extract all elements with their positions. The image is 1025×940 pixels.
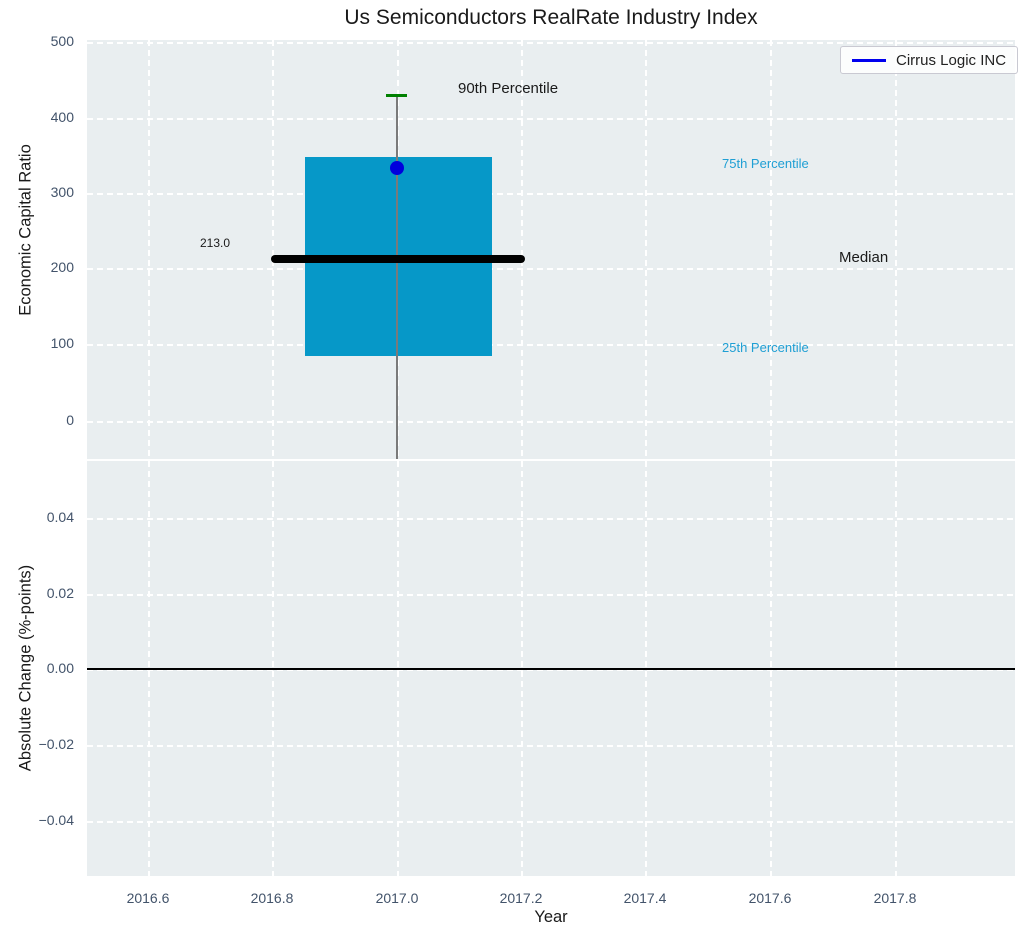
ytick-label: 0.00 (46, 660, 74, 676)
ytick-label: 0.02 (46, 585, 74, 601)
xtick-label: 2016.8 (250, 890, 294, 906)
xtick-label: 2017.8 (873, 890, 917, 906)
ytick-label: −0.02 (38, 736, 74, 752)
gridline-horizontal (87, 193, 1015, 195)
p90-annotation: 90th Percentile (458, 80, 559, 97)
gridline-horizontal (87, 344, 1015, 346)
median-value-annotation: 213.0 (200, 236, 231, 250)
gridline-horizontal (87, 594, 1015, 596)
gridline-horizontal (87, 118, 1015, 120)
xtick-label: 2017.4 (623, 890, 667, 906)
ytick-label: 500 (50, 33, 74, 49)
p25-annotation: 25th Percentile (722, 340, 809, 355)
chart-title: Us Semiconductors RealRate Industry Inde… (344, 6, 758, 29)
top-y-axis-label: Economic Capital Ratio (16, 144, 35, 316)
xtick-label: 2016.6 (126, 890, 170, 906)
ytick-label: 100 (50, 335, 74, 351)
xtick-label: 2017.0 (375, 890, 419, 906)
ytick-label: 300 (50, 184, 74, 200)
ytick-label: 0 (66, 412, 74, 428)
legend-line-swatch (852, 58, 886, 62)
ytick-label: −0.04 (38, 812, 74, 828)
gridline-vertical (521, 40, 523, 459)
gridline-vertical (148, 40, 150, 459)
zero-line (87, 668, 1015, 670)
x-axis-label: Year (534, 908, 568, 926)
top-panel (87, 40, 1015, 459)
gridline-vertical (645, 40, 647, 459)
ytick-label: 200 (50, 259, 74, 275)
gridline-horizontal (87, 518, 1015, 520)
gridline-vertical (272, 40, 274, 459)
gridline-vertical (770, 40, 772, 459)
xtick-label: 2017.6 (748, 890, 792, 906)
bottom-panel (87, 461, 1015, 876)
whisker-line (396, 96, 398, 459)
legend: Cirrus Logic INC (840, 46, 1019, 74)
ytick-label: 400 (50, 109, 74, 125)
bottom-y-axis-label: Absolute Change (%-points) (16, 564, 35, 772)
median-line (271, 255, 525, 263)
gridline-vertical (895, 40, 897, 459)
p75-annotation: 75th Percentile (722, 156, 809, 171)
gridline-horizontal (87, 42, 1015, 44)
company-dot (390, 161, 404, 175)
median-annotation: Median (839, 249, 889, 266)
gridline-horizontal (87, 421, 1015, 423)
p90-cap (386, 94, 407, 97)
ytick-label: 0.04 (46, 509, 74, 525)
gridline-horizontal (87, 821, 1015, 823)
gridline-horizontal (87, 745, 1015, 747)
xtick-label: 2017.2 (499, 890, 543, 906)
gridline-horizontal (87, 268, 1015, 270)
legend-label: Cirrus Logic INC (896, 51, 1007, 69)
